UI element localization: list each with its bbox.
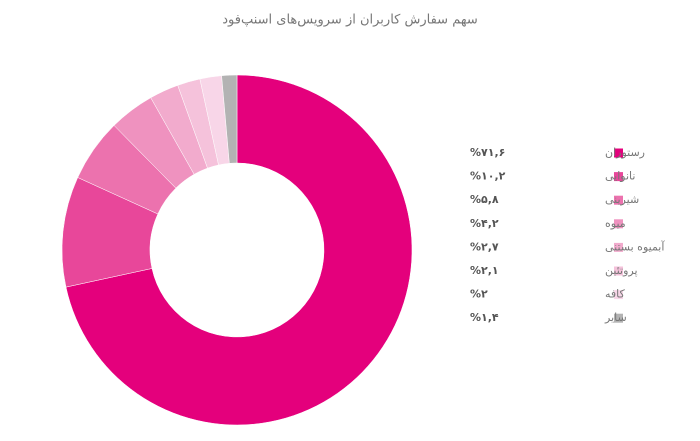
legend-swatch [614,266,623,276]
legend-label: میوه [605,217,626,230]
value-label: %۱۰,۲ [470,170,506,183]
legend-label: پروتئین [605,264,638,277]
legend-swatch [614,313,623,323]
legend-label: نانوایی [605,170,635,183]
legend-swatch [614,195,623,205]
legend-swatch [614,290,623,300]
legend-swatch [614,148,623,158]
value-label: %۲,۱ [470,264,499,277]
legend-swatch [614,242,623,252]
legend-label: آبمیوه بستنی [605,239,665,253]
legend-label: کافه [605,288,626,301]
legend-swatch [614,219,623,229]
legend-swatch [614,172,623,182]
legend-label: رستوران [605,146,645,159]
value-label: %۵,۸ [470,193,499,206]
donut-slice [65,74,413,426]
legend-label: شیرینی [605,193,639,206]
donut-slice [221,74,238,164]
value-label: %۴,۲ [470,217,499,230]
value-label: %۱,۴ [470,311,499,324]
value-label: %۲ [470,288,488,301]
value-label: %۷۱,۶ [470,146,505,159]
value-label: %۲,۷ [470,240,499,253]
chart-title: سهم سفارش کاربران از سرویس‌های اسنپ‌فود [222,13,477,28]
legend-label: سایر [604,311,627,324]
